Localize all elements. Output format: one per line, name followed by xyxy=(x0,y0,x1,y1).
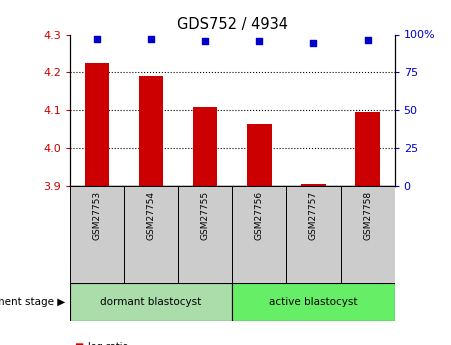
Bar xyxy=(232,186,286,283)
Bar xyxy=(341,186,395,283)
Point xyxy=(202,38,209,43)
Point xyxy=(147,36,155,42)
Bar xyxy=(139,76,163,186)
Text: GSM27758: GSM27758 xyxy=(363,191,372,240)
Point xyxy=(93,36,101,42)
Text: log ratio: log ratio xyxy=(88,342,129,345)
Bar xyxy=(355,112,380,186)
Text: GSM27755: GSM27755 xyxy=(201,191,210,240)
Text: development stage ▶: development stage ▶ xyxy=(0,297,65,307)
Text: dormant blastocyst: dormant blastocyst xyxy=(101,297,202,307)
Text: GSM27754: GSM27754 xyxy=(147,191,156,240)
Point xyxy=(310,40,317,46)
Bar xyxy=(286,186,341,283)
Bar xyxy=(124,186,178,283)
Text: ■: ■ xyxy=(74,342,84,345)
Bar xyxy=(70,186,124,283)
Bar xyxy=(232,283,395,321)
Bar xyxy=(178,186,232,283)
Text: GSM27756: GSM27756 xyxy=(255,191,264,240)
Bar xyxy=(85,63,109,186)
Bar xyxy=(301,185,326,186)
Bar xyxy=(70,283,232,321)
Bar xyxy=(193,107,217,186)
Text: GSM27757: GSM27757 xyxy=(309,191,318,240)
Text: active blastocyst: active blastocyst xyxy=(269,297,358,307)
Point xyxy=(256,39,263,44)
Bar xyxy=(247,124,272,186)
Text: GSM27753: GSM27753 xyxy=(92,191,101,240)
Title: GDS752 / 4934: GDS752 / 4934 xyxy=(177,17,288,32)
Point xyxy=(364,37,371,42)
